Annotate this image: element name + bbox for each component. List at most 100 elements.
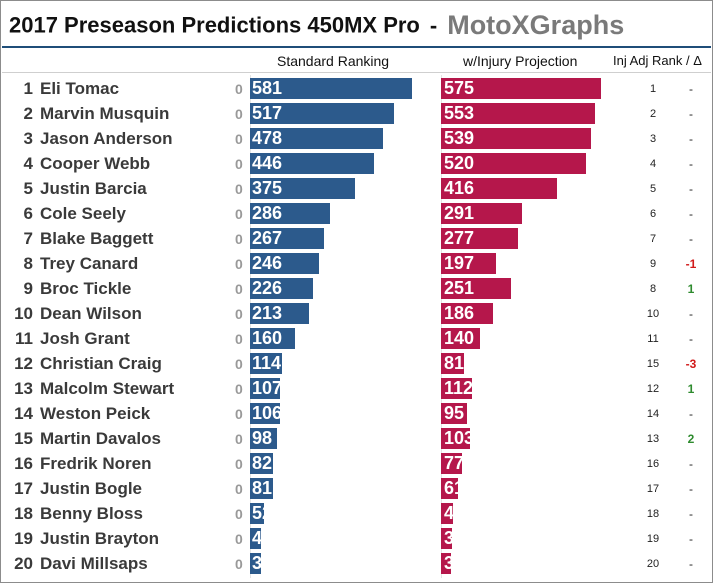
title-underline bbox=[2, 46, 711, 48]
rider-name: Blake Baggett bbox=[40, 229, 154, 248]
rider-row: 13 Malcolm Stewart 0 107 112 12 1 bbox=[1, 377, 712, 402]
rider-row: 10 Dean Wilson 0 213 186 10 - bbox=[1, 302, 712, 327]
baseline-zero-label: 0 bbox=[235, 506, 243, 522]
baseline-zero-label: 0 bbox=[235, 431, 243, 447]
injury-value-label: 95 bbox=[444, 403, 465, 423]
rider-rank: 15 bbox=[14, 429, 33, 448]
rider-rank: 4 bbox=[23, 154, 33, 173]
standard-bar bbox=[250, 428, 277, 449]
standard-bar bbox=[250, 278, 313, 299]
injury-bar bbox=[441, 403, 467, 424]
injury-value-label: 197 bbox=[444, 253, 475, 273]
rider-name: Dean Wilson bbox=[40, 304, 142, 323]
standard-value-label: 246 bbox=[252, 253, 283, 273]
standard-value-label: 160 bbox=[252, 328, 283, 348]
standard-value-label: 226 bbox=[252, 278, 283, 298]
rider-row: 1 Eli Tomac 0 581 575 1 - bbox=[1, 77, 712, 102]
standard-bar bbox=[250, 103, 394, 124]
baseline-zero-label: 0 bbox=[235, 531, 243, 547]
injury-value-label: 553 bbox=[444, 103, 475, 123]
standard-bar bbox=[250, 403, 280, 424]
standard-value-label: 581 bbox=[252, 78, 283, 98]
rider-name: Marvin Musquin bbox=[40, 104, 170, 123]
rider-row: 18 Benny Bloss 0 52 44 18 - bbox=[1, 502, 712, 527]
rank-delta: - bbox=[689, 457, 693, 471]
standard-bar bbox=[250, 478, 273, 499]
standard-bar bbox=[250, 528, 261, 549]
rank-delta: -1 bbox=[685, 257, 697, 271]
rank-delta: 1 bbox=[687, 382, 695, 396]
standard-value-label: 213 bbox=[252, 303, 283, 323]
injury-axis-line bbox=[441, 75, 442, 578]
injury-value-label: 81 bbox=[444, 353, 465, 373]
standard-value-label: 52 bbox=[252, 503, 273, 523]
standard-value-label: 81 bbox=[252, 478, 273, 498]
rider-rank: 6 bbox=[23, 204, 33, 223]
standard-bar bbox=[250, 78, 412, 99]
rank-delta: - bbox=[689, 82, 693, 96]
rank-delta: - bbox=[689, 232, 693, 246]
injury-bar bbox=[441, 553, 451, 574]
adjusted-rank: 12 bbox=[646, 383, 660, 395]
rider-rank: 3 bbox=[23, 129, 33, 148]
rank-delta: - bbox=[689, 532, 693, 546]
injury-bar bbox=[441, 353, 464, 374]
rider-row: 14 Weston Peick 0 106 95 14 - bbox=[1, 402, 712, 427]
injury-bar bbox=[441, 503, 453, 524]
standard-value-label: 98 bbox=[252, 428, 273, 448]
baseline-zero-label: 0 bbox=[235, 131, 243, 147]
standard-value-label: 375 bbox=[252, 178, 283, 198]
baseline-zero-label: 0 bbox=[235, 156, 243, 172]
injury-value-label: 291 bbox=[444, 203, 475, 223]
baseline-zero-label: 0 bbox=[235, 281, 243, 297]
standard-value-label: 286 bbox=[252, 203, 283, 223]
injury-bar bbox=[441, 378, 472, 399]
rider-rank: 19 bbox=[14, 529, 33, 548]
baseline-zero-label: 0 bbox=[235, 556, 243, 572]
rider-row: 6 Cole Seely 0 286 291 6 - bbox=[1, 202, 712, 227]
rider-rank: 12 bbox=[14, 354, 33, 373]
rider-row: 11 Josh Grant 0 160 140 11 - bbox=[1, 327, 712, 352]
rider-rank: 5 bbox=[23, 179, 33, 198]
rank-delta: - bbox=[689, 132, 693, 146]
adjusted-rank: 19 bbox=[646, 533, 660, 545]
standard-bar bbox=[250, 328, 295, 349]
adjusted-rank: 2 bbox=[649, 108, 657, 120]
rider-rank: 11 bbox=[15, 329, 33, 348]
rider-rank: 18 bbox=[14, 504, 33, 523]
rank-delta: 2 bbox=[687, 432, 695, 446]
rider-rank: 9 bbox=[23, 279, 33, 298]
rank-delta: - bbox=[689, 207, 693, 221]
rider-row: 16 Fredrik Noren 0 82 77 16 - bbox=[1, 452, 712, 477]
baseline-zero-label: 0 bbox=[235, 181, 243, 197]
injury-value-label: 61 bbox=[444, 478, 465, 498]
brand-logo-text: MotoXGraphs bbox=[447, 10, 625, 40]
rank-delta: -3 bbox=[685, 357, 697, 371]
injury-value-label: 39 bbox=[444, 528, 465, 548]
baseline-zero-label: 0 bbox=[235, 256, 243, 272]
rider-name: Christian Craig bbox=[40, 354, 162, 373]
injury-bar bbox=[441, 253, 496, 274]
rank-delta: - bbox=[689, 307, 693, 321]
rider-name: Trey Canard bbox=[40, 254, 139, 273]
rider-row: 4 Cooper Webb 0 446 520 4 - bbox=[1, 152, 712, 177]
injury-bar bbox=[441, 453, 462, 474]
injury-bar bbox=[441, 128, 591, 149]
rank-delta: 1 bbox=[687, 282, 695, 296]
standard-bar bbox=[250, 253, 319, 274]
rider-rank: 14 bbox=[14, 404, 33, 423]
adjusted-rank: 10 bbox=[646, 308, 660, 320]
standard-bar bbox=[250, 203, 330, 224]
injury-value-label: 44 bbox=[444, 503, 465, 523]
injury-value-label: 520 bbox=[444, 153, 475, 173]
rider-name: Justin Bogle bbox=[40, 479, 143, 498]
standard-bar bbox=[250, 178, 355, 199]
baseline-zero-label: 0 bbox=[235, 356, 243, 372]
adjusted-rank: 4 bbox=[649, 158, 657, 170]
standard-value-label: 478 bbox=[252, 128, 283, 148]
injury-value-label: 112 bbox=[444, 378, 474, 398]
rider-rank: 13 bbox=[14, 379, 33, 398]
adjusted-rank: 17 bbox=[646, 483, 660, 495]
rider-row: 15 Martin Davalos 0 98 103 13 2 bbox=[1, 427, 712, 452]
